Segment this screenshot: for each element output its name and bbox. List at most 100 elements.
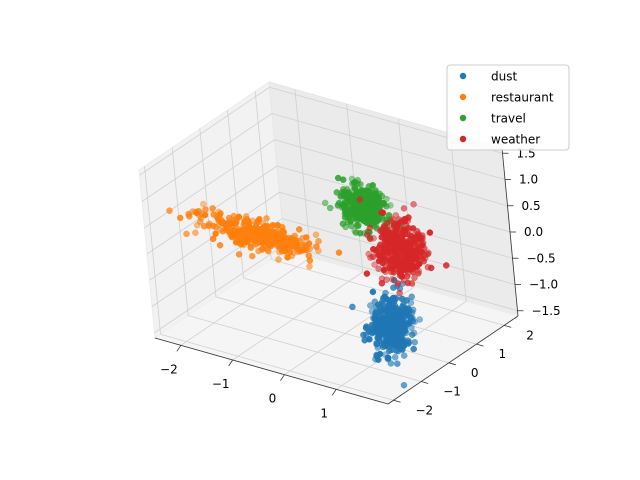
point-dust: [416, 316, 423, 323]
point-restaurant: [335, 249, 343, 256]
point-dust: [394, 360, 401, 367]
point-dust: [392, 294, 400, 302]
point-dust: [384, 321, 392, 328]
x-tick-label: −2: [160, 362, 178, 376]
point-restaurant: [185, 210, 192, 218]
legend-marker-weather: [459, 135, 467, 143]
point-weather: [365, 250, 372, 258]
point-travel: [352, 229, 360, 236]
point-restaurant: [258, 246, 266, 253]
grid-line-z: [144, 139, 275, 229]
point-weather: [387, 217, 395, 225]
point-weather: [363, 270, 371, 277]
series-weather: [356, 196, 450, 297]
point-restaurant: [267, 239, 275, 247]
point-travel: [374, 217, 382, 224]
point-weather: [389, 276, 396, 283]
point-restaurant: [279, 232, 286, 240]
point-travel: [363, 204, 371, 212]
point-travel: [326, 204, 334, 212]
point-weather: [411, 260, 418, 268]
point-travel: [354, 221, 362, 229]
point-dust: [403, 321, 411, 328]
point-travel: [345, 190, 352, 197]
point-weather: [371, 261, 378, 268]
point-weather: [379, 209, 387, 216]
point-dust: [374, 344, 382, 351]
point-dust: [385, 347, 393, 355]
point-dust: [368, 325, 376, 333]
point-dust: [405, 338, 413, 346]
point-weather: [410, 201, 417, 208]
point-dust: [383, 336, 390, 344]
point-travel: [356, 215, 363, 223]
point-travel: [372, 193, 379, 201]
point-travel: [342, 200, 349, 207]
point-travel: [367, 216, 374, 224]
point-restaurant: [251, 237, 259, 245]
point-restaurant: [269, 222, 277, 229]
point-weather: [424, 250, 432, 258]
point-restaurant: [209, 205, 216, 212]
point-dust: [362, 331, 370, 338]
point-weather: [381, 243, 389, 250]
grid-line-y: [188, 315, 422, 382]
point-weather: [412, 248, 420, 255]
legend-box: [446, 64, 570, 151]
point-restaurant: [200, 200, 207, 208]
point-dust: [407, 299, 415, 307]
point-weather: [401, 226, 408, 234]
point-restaurant: [224, 220, 231, 228]
point-restaurant: [275, 256, 282, 263]
grid-line-y: [160, 333, 394, 401]
point-dust: [380, 294, 387, 302]
point-weather: [367, 235, 374, 243]
point-restaurant: [275, 243, 282, 250]
point-restaurant: [235, 251, 243, 258]
point-restaurant: [312, 231, 320, 238]
point-dust: [362, 324, 370, 332]
point-restaurant: [196, 218, 204, 226]
point-travel: [380, 200, 388, 208]
point-dust: [367, 302, 374, 309]
y-tick-mark: [476, 343, 484, 347]
point-dust: [373, 351, 380, 359]
point-restaurant: [263, 236, 270, 243]
point-dust: [399, 316, 407, 323]
point-dust: [390, 325, 398, 333]
point-dust: [411, 338, 418, 346]
y-tick-mark: [504, 324, 512, 328]
point-restaurant: [305, 240, 313, 247]
point-restaurant: [166, 207, 173, 214]
point-restaurant: [315, 238, 322, 245]
point-restaurant: [215, 221, 223, 229]
point-dust: [405, 311, 412, 319]
point-travel: [357, 203, 365, 210]
point-dust: [392, 318, 399, 325]
point-dust: [379, 343, 387, 351]
legend-label-restaurant: restaurant: [491, 91, 554, 105]
point-weather: [376, 251, 383, 259]
point-weather: [415, 250, 422, 258]
point-weather: [399, 245, 407, 252]
point-dust: [349, 303, 356, 311]
x-tick-mark: [176, 345, 182, 352]
x-tick-mark: [228, 359, 233, 367]
grid-line-x: [180, 257, 312, 346]
point-dust: [408, 293, 415, 301]
point-weather: [427, 264, 435, 272]
point-restaurant: [209, 235, 217, 243]
legend-marker-restaurant: [459, 93, 467, 101]
point-weather: [400, 205, 408, 212]
point-dust: [387, 360, 395, 367]
legend-marker-dust: [459, 72, 467, 80]
point-weather: [443, 262, 450, 269]
point-weather: [392, 234, 400, 242]
y-tick-label: −2: [416, 403, 434, 417]
grid-line-z: [141, 113, 273, 202]
point-dust: [384, 302, 392, 309]
point-weather: [408, 280, 416, 287]
point-restaurant: [192, 229, 199, 236]
point-restaurant: [232, 238, 240, 246]
